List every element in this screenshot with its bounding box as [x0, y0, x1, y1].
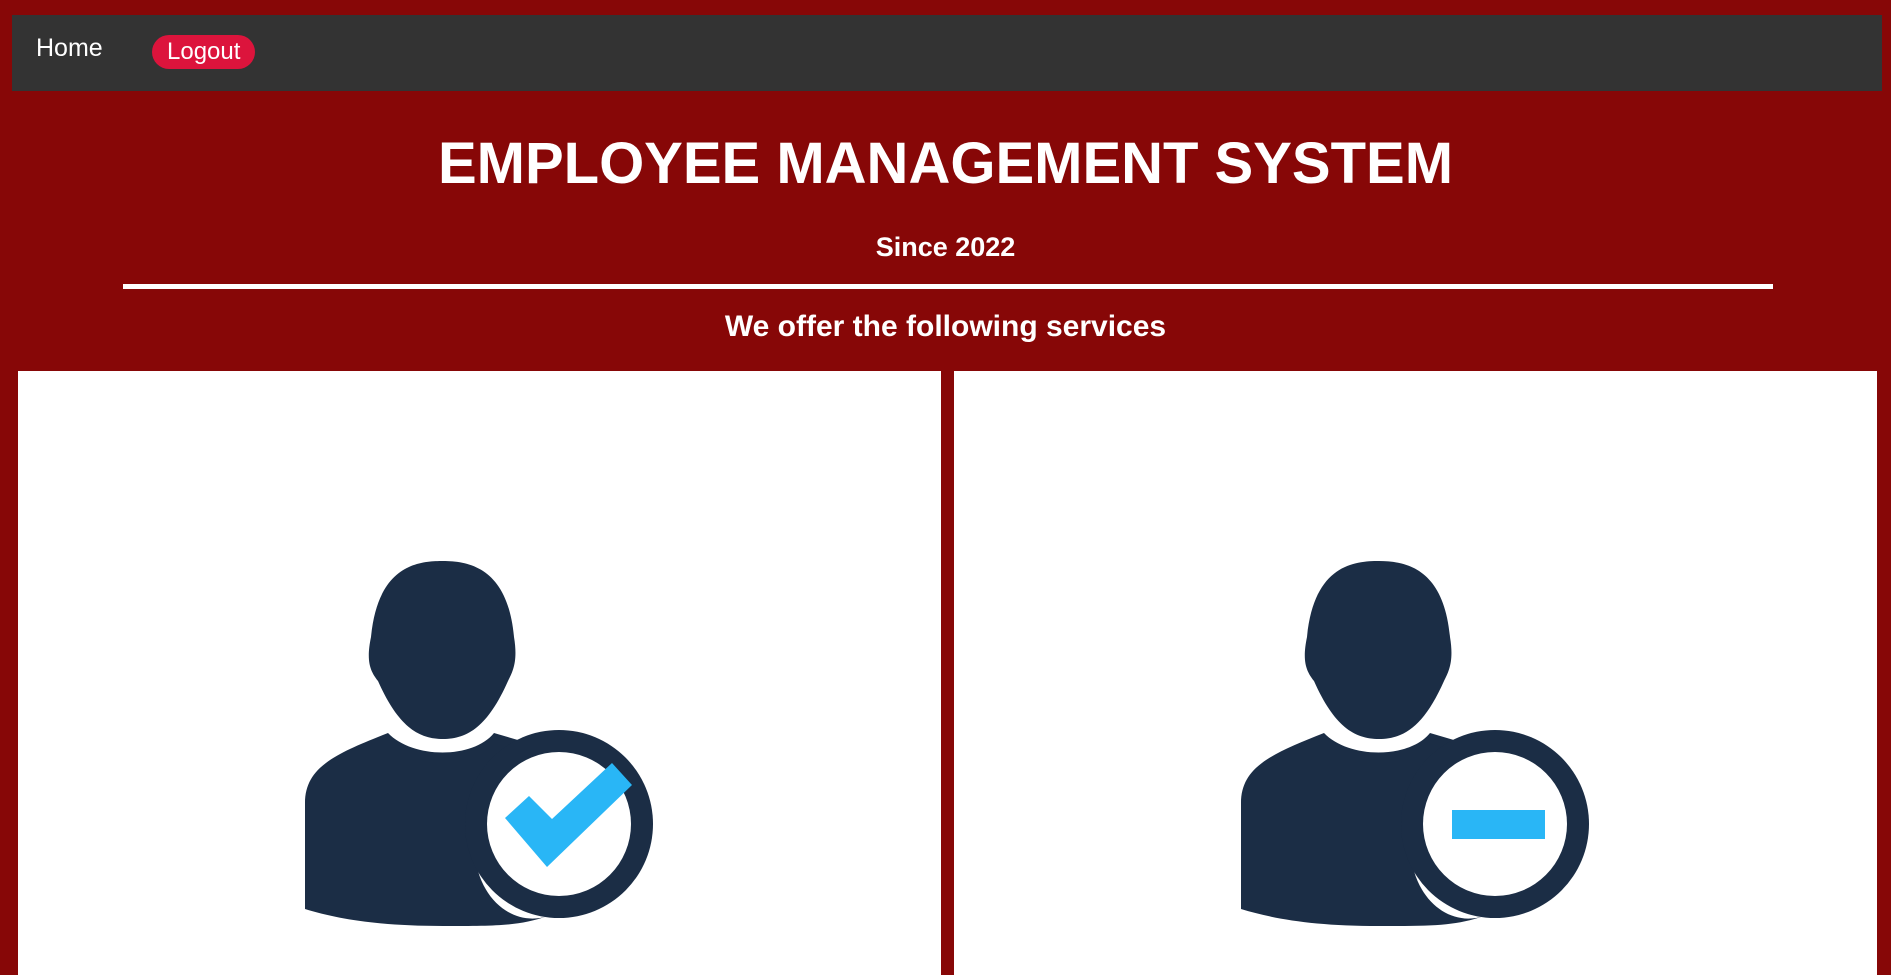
services-heading: We offer the following services — [724, 310, 1167, 343]
page-title: EMPLOYEE MANAGEMENT SYSTEM — [437, 131, 1454, 196]
service-card-remove-employee[interactable] — [954, 371, 1877, 975]
logout-button[interactable]: Logout — [152, 35, 256, 69]
user-remove-icon — [1241, 561, 1589, 926]
navbar: Home Logout — [12, 15, 1882, 91]
home-link[interactable]: Home — [36, 34, 103, 62]
divider — [123, 284, 1773, 289]
page-subtitle: Since 2022 — [875, 232, 1016, 262]
user-check-icon — [305, 561, 653, 926]
service-card-add-employee[interactable] — [18, 371, 941, 975]
